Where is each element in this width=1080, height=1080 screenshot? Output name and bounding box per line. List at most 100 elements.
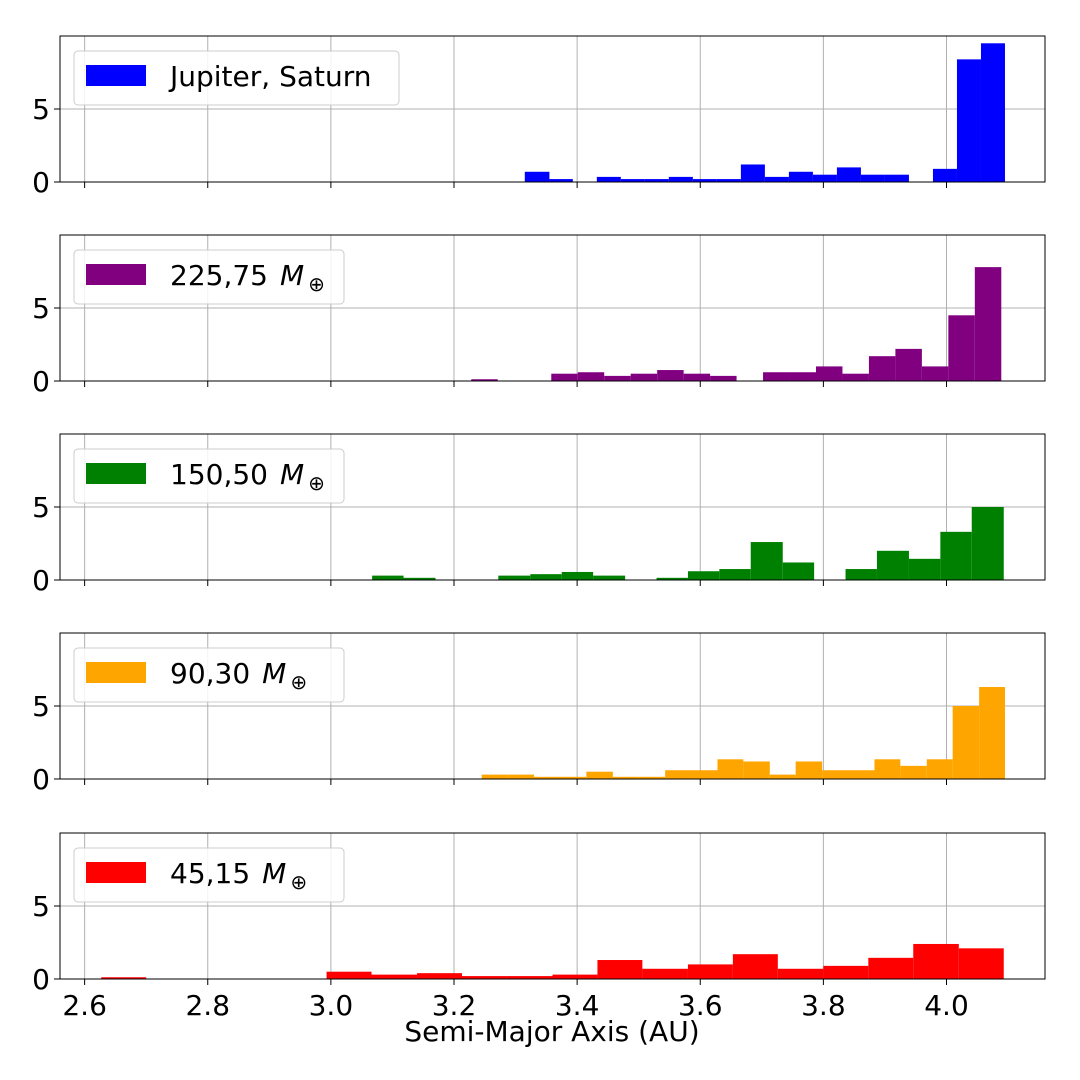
x-tick-label: 3.8	[801, 989, 846, 1022]
y-tick-label: 5	[32, 93, 50, 126]
histogram-bar	[372, 575, 404, 580]
histogram-bar	[326, 971, 372, 979]
legend: 45,15 M ⊕	[73, 847, 345, 903]
histogram-bar	[769, 774, 796, 779]
histogram-bar	[644, 179, 669, 182]
legend-label: 90,30 M ⊕	[170, 657, 307, 694]
histogram-bar	[462, 976, 507, 979]
histogram-bar	[926, 759, 953, 779]
histogram-panel: 0 5 150,50 M ⊕	[32, 433, 1046, 597]
histogram-bar	[750, 542, 783, 580]
histogram-bar	[868, 957, 914, 979]
histogram-bar	[876, 550, 909, 580]
histogram-bar	[656, 577, 688, 580]
legend-label: 225,75 M ⊕	[170, 259, 325, 296]
x-tick-label: 3.0	[309, 989, 354, 1022]
legend-swatch	[86, 862, 146, 883]
histogram-bar	[913, 943, 959, 979]
histogram-bar	[974, 267, 1002, 381]
histogram-bar	[932, 168, 957, 182]
histogram-bar	[719, 569, 751, 580]
histogram-bar	[782, 562, 815, 580]
histogram-bar	[763, 372, 790, 381]
legend-swatch	[86, 264, 146, 285]
legend: Jupiter, Saturn	[73, 50, 400, 106]
histogram-bar	[874, 759, 901, 779]
histogram-bar	[795, 761, 823, 779]
histogram-bar	[815, 366, 843, 381]
histogram-bar	[498, 575, 531, 580]
histogram-bar	[534, 776, 561, 779]
legend-label-symbol: M	[280, 259, 304, 292]
histogram-bar	[764, 176, 789, 182]
y-tick-label: 0	[32, 365, 50, 398]
legend-label-subscript: ⊕	[308, 272, 325, 296]
histogram-bar	[940, 531, 972, 580]
histogram-bar	[101, 977, 147, 979]
histogram-bar	[777, 968, 824, 979]
histogram-bar	[524, 171, 550, 182]
histogram-bar	[692, 179, 717, 182]
histogram-panel: 0 5 Jupiter, Saturn	[32, 35, 1046, 199]
y-tick-label: 5	[32, 690, 50, 723]
histogram-bar	[845, 569, 877, 580]
legend-label: 150,50 M ⊕	[170, 458, 325, 495]
histogram-bar	[908, 558, 941, 580]
histogram-bar	[789, 372, 816, 381]
histogram-bar	[612, 776, 639, 779]
histogram-bar	[620, 179, 645, 182]
histogram-bar	[812, 174, 837, 182]
histogram-bar	[665, 770, 692, 779]
legend-label-subscript: ⊕	[290, 670, 307, 694]
histogram-bar	[884, 174, 909, 182]
legend-swatch	[86, 65, 146, 86]
legend-label-symbol: M	[280, 458, 304, 491]
histogram-bar	[895, 348, 922, 381]
legend: 225,75 M ⊕	[73, 249, 345, 305]
histogram-bar	[596, 176, 621, 182]
legend-label: Jupiter, Saturn	[168, 60, 372, 93]
x-tick-label: 2.6	[62, 989, 107, 1022]
histogram-bar	[836, 167, 861, 182]
histogram-bar	[958, 948, 1004, 979]
histogram-bar	[848, 770, 875, 779]
legend-swatch	[86, 662, 146, 683]
legend: 90,30 M ⊕	[73, 647, 345, 703]
histogram-bar	[530, 574, 562, 580]
y-tick-label: 5	[32, 890, 50, 923]
legend-label-subscript: ⊕	[308, 471, 325, 495]
legend-label-value: 150,50	[170, 458, 268, 491]
histogram-bar	[506, 976, 553, 979]
histogram-bar	[471, 379, 498, 381]
histogram-bar	[921, 366, 949, 381]
histogram-panel: 0 5 90,30 M ⊕	[32, 632, 1046, 796]
legend-box	[73, 50, 400, 106]
histogram-bar	[691, 770, 718, 779]
x-tick-label: 2.8	[185, 989, 230, 1022]
histogram-bar	[732, 954, 778, 979]
y-tick-label: 5	[32, 292, 50, 325]
histogram-bar	[788, 171, 813, 182]
histogram-bar	[956, 59, 981, 182]
x-tick-label: 3.4	[555, 989, 600, 1022]
histogram-bar	[586, 771, 613, 779]
histogram-bar	[683, 373, 711, 381]
y-tick-label: 0	[32, 763, 50, 796]
histogram-bar	[842, 373, 869, 381]
y-tick-label: 0	[32, 564, 50, 597]
histogram-bar	[860, 174, 885, 182]
histogram-bar	[638, 776, 666, 779]
histogram-bar	[868, 356, 896, 381]
histogram-bar	[481, 774, 509, 779]
histogram-bar	[979, 687, 1005, 779]
histogram-bar	[948, 315, 975, 381]
histogram-bar	[743, 761, 770, 779]
histogram-bar	[668, 176, 693, 182]
histogram-bar	[551, 373, 578, 381]
y-tick-label: 0	[32, 166, 50, 199]
histogram-bar	[630, 373, 658, 381]
histogram-bar	[560, 776, 587, 779]
legend-label-value: Jupiter, Saturn	[168, 60, 372, 93]
histogram-bar	[687, 571, 720, 580]
